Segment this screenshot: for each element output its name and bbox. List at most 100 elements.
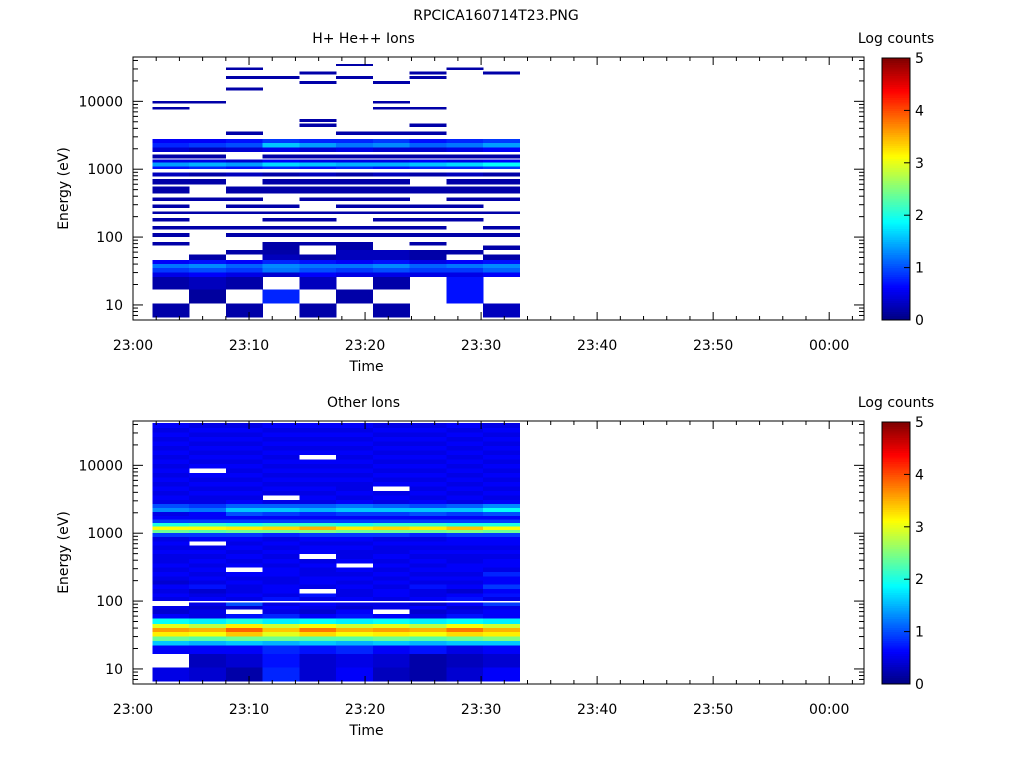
heatmap-cell [372,602,410,606]
colorbar-swatch [882,535,910,539]
heatmap-cell [152,623,190,629]
heatmap-cell [336,232,374,238]
heatmap-cell [299,503,337,509]
heatmap-cell [409,268,447,273]
colorbar-swatch [882,254,910,258]
heatmap-cell [336,490,374,496]
panel-title: H+ He++ Ions [312,31,415,47]
heatmap-cell [372,423,410,428]
heatmap-cell [372,459,410,464]
heatmap-cell [189,602,227,606]
heatmap-cell [189,427,227,433]
heatmap-cell [299,636,337,641]
heatmap-cell [225,536,263,542]
heatmap-cell [409,554,447,559]
heatmap-cell [483,618,521,624]
heatmap-cell [152,632,190,637]
heatmap-cell [152,154,190,159]
heatmap-cell [262,512,300,516]
heatmap-cell [152,667,190,682]
heatmap-cell [372,268,410,273]
heatmap-cell [483,197,521,201]
colorbar-swatch [882,450,910,454]
heatmap-cell [409,249,447,255]
heatmap-cell [152,545,190,550]
heatmap-cell [372,162,410,167]
heatmap-cell [372,481,410,487]
heatmap-cell [483,159,521,163]
heatmap-cell [152,515,190,520]
heatmap-cell [372,131,410,135]
heatmap-cell [189,459,227,464]
heatmap-cell [152,618,190,624]
colorbar-swatch [882,221,910,225]
heatmap-cell [409,522,447,527]
heatmap-cell [446,232,484,238]
colorbar: 0 1 2 3 4 5 Log counts [858,395,934,693]
heatmap-cell [446,584,484,590]
heatmap-cell [372,499,410,504]
heatmap-cell [446,628,484,633]
heatmap-cell [483,519,521,523]
panel-title: Other Ions [327,395,400,411]
heatmap-cell [299,558,337,564]
heatmap-cell [152,549,190,555]
heatmap-cell [446,526,484,530]
heatmap-cell [409,589,447,594]
heatmap-cell [446,436,484,442]
heatmap-cell [483,473,521,478]
colorbar-swatch [882,195,910,199]
heatmap-cell [225,490,263,496]
heatmap-cell [483,563,521,568]
heatmap-cell [225,636,263,641]
y-tick-label: 100 [96,594,123,610]
colorbar-swatch [882,605,910,609]
heatmap-cell [446,632,484,637]
heatmap-cell [409,667,447,682]
heatmap-cell [152,495,190,500]
colorbar-swatch [882,635,910,639]
heatmap-cell [372,232,410,238]
heatmap-cell [299,211,337,214]
heatmap-cell [299,533,337,537]
heatmap-cell [152,204,190,208]
colorbar-swatch [882,642,910,646]
heatmap-cell [152,423,190,428]
heatmap-cell [225,142,263,148]
colorbar-swatch [882,629,910,633]
heatmap-cell [152,178,190,185]
heatmap-cell [446,529,484,534]
heatmap-cell [225,576,263,581]
heatmap-cell [225,197,263,201]
heatmap-cell [262,567,300,572]
heatmap-cell [483,477,521,482]
heatmap-cell [225,436,263,442]
heatmap-cell [372,563,410,568]
colorbar-swatch [882,58,910,61]
colorbar-swatch [882,504,910,508]
heatmap-cell [262,519,300,523]
heatmap-cell [189,473,227,478]
heatmap-cell [409,450,447,455]
heatmap-cell [189,589,227,594]
heatmap-cell [299,623,337,629]
heatmap-cell [336,512,374,516]
heatmap-cell [409,142,447,148]
heatmap-cell [372,436,410,442]
heatmap-cell [409,172,447,177]
heatmap-cell [299,166,337,170]
heatmap-cell [225,147,263,152]
colorbar-swatch [882,659,910,663]
heatmap-cell [152,503,190,509]
heatmap-cell [446,178,484,185]
heatmap-cell [483,142,521,148]
heatmap-cell [152,473,190,478]
colorbar-swatch [882,633,910,637]
colorbar-swatch [882,62,910,66]
heatmap-cell [299,576,337,581]
heatmap-cell [483,486,521,491]
heatmap-cell [483,609,521,614]
heatmap-cell [189,549,227,555]
colorbar-swatch [882,110,910,114]
colorbar-swatch [882,149,910,153]
